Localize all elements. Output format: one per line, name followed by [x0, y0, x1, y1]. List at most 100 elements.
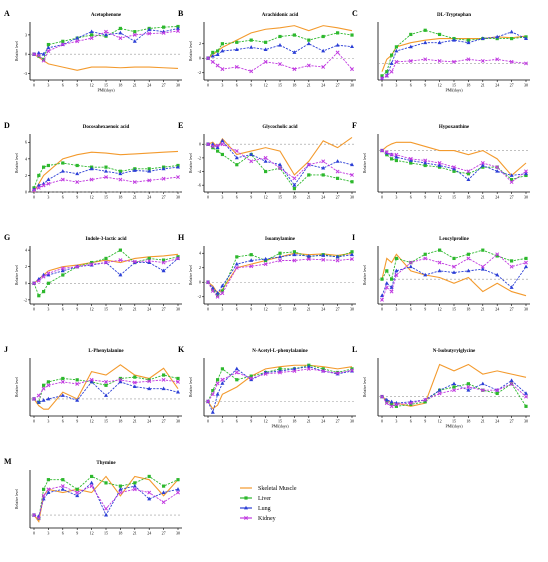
data-point: [321, 257, 326, 262]
panel-title: Isoamylamine: [265, 237, 296, 242]
y-tick-label: -4: [198, 169, 201, 174]
data-point: [161, 268, 166, 273]
x-tick-label: 30: [176, 419, 180, 424]
data-point: [452, 270, 456, 274]
data-point: [385, 153, 389, 157]
data-point: [60, 379, 65, 384]
data-point: [292, 258, 297, 263]
data-point: [408, 58, 413, 63]
x-tick-label: 18: [118, 419, 122, 424]
data-point: [60, 487, 65, 491]
data-point: [350, 180, 354, 184]
data-point: [437, 40, 442, 45]
series-line: [381, 150, 527, 181]
series-line: [207, 364, 353, 410]
data-point: [234, 155, 239, 160]
data-point: [161, 176, 166, 181]
data-point: [408, 158, 413, 162]
x-tick-label: 30: [524, 195, 528, 200]
data-point: [394, 59, 399, 64]
data-point: [350, 67, 354, 72]
data-point: [389, 152, 394, 157]
data-point: [215, 143, 220, 148]
legend-marker: [244, 516, 248, 520]
data-point: [466, 385, 471, 389]
panel-letter: E: [178, 121, 183, 130]
data-point: [510, 177, 514, 182]
data-point: [118, 26, 122, 31]
data-point: [385, 269, 389, 273]
data-point: [480, 163, 485, 167]
x-tick-label: 24: [147, 195, 151, 200]
x-tick-label: 9: [76, 307, 78, 312]
series-kidney: [380, 252, 528, 302]
data-point: [437, 268, 442, 273]
data-point: [36, 185, 41, 190]
data-point: [263, 47, 268, 51]
data-point: [118, 272, 123, 277]
data-point: [32, 513, 36, 518]
data-point: [437, 161, 442, 165]
chart-panel-f: F Hypoxanthine Relative level 0 3 6 9 12 15 18 21 2…: [352, 121, 530, 200]
data-point: [394, 155, 399, 159]
y-axis-label: Relative level: [363, 153, 367, 173]
x-tick-label: 9: [424, 419, 426, 424]
data-point: [41, 58, 46, 63]
data-point: [206, 280, 210, 285]
data-point: [394, 256, 398, 261]
data-point: [452, 59, 456, 64]
data-point: [306, 63, 311, 68]
data-point: [264, 169, 268, 174]
series-kidney: [32, 175, 180, 193]
data-point: [263, 155, 268, 160]
data-point: [41, 183, 46, 188]
panel-title: Docosahexaenoic acid: [83, 125, 130, 130]
data-point: [42, 57, 46, 61]
data-point: [437, 391, 442, 396]
data-point: [390, 402, 394, 406]
x-tick-label: 30: [350, 83, 354, 88]
y-tick-label: 0: [199, 280, 201, 285]
x-tick-label: 12: [264, 307, 268, 312]
data-point: [210, 59, 215, 64]
data-point: [394, 48, 399, 53]
x-tick-label: 24: [147, 83, 151, 88]
x-tick-label: 0: [381, 419, 383, 424]
x-tick-label: 15: [104, 307, 108, 312]
data-point: [350, 368, 354, 373]
data-point: [249, 152, 254, 156]
data-point: [46, 380, 50, 384]
data-point: [466, 256, 471, 261]
data-point: [321, 64, 326, 69]
x-tick-label: 27: [162, 83, 166, 88]
x-tick-label: 15: [452, 419, 456, 424]
data-point: [162, 25, 166, 29]
series-kidney: [206, 366, 354, 404]
data-point: [42, 383, 46, 387]
data-point: [36, 393, 41, 398]
data-point: [89, 36, 94, 41]
x-tick-label: 0: [33, 531, 35, 536]
x-tick-label: 27: [336, 195, 340, 200]
data-point: [466, 382, 470, 386]
series-lung: [32, 26, 180, 56]
data-point: [104, 175, 108, 180]
data-point: [118, 484, 122, 488]
data-point: [495, 34, 500, 39]
x-tick-label: 21: [481, 307, 485, 312]
data-point: [75, 39, 80, 44]
data-point: [321, 369, 326, 374]
series-line: [381, 253, 527, 297]
chart-panel-l: L N-Isobutyrylglycine Relative level 0 3 6 9 12…: [352, 345, 530, 429]
data-point: [509, 173, 514, 177]
data-point: [249, 264, 254, 269]
data-point: [61, 478, 65, 482]
x-tick-label: 6: [62, 83, 64, 88]
data-point: [132, 259, 137, 264]
data-point: [41, 52, 46, 56]
panel-letter: F: [352, 121, 357, 130]
data-point: [118, 258, 123, 263]
data-point: [249, 159, 254, 164]
data-point: [524, 173, 528, 178]
